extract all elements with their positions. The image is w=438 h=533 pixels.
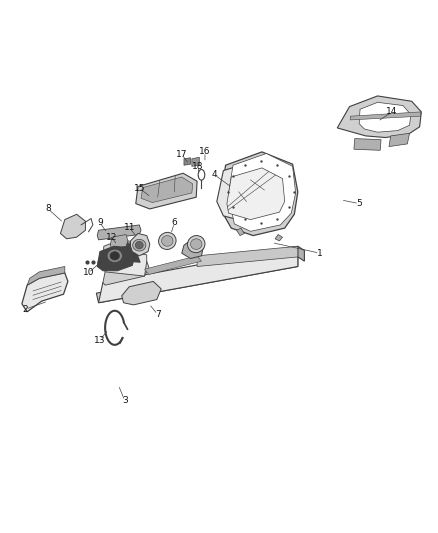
Text: 5: 5 — [356, 199, 362, 208]
Polygon shape — [131, 233, 150, 256]
Ellipse shape — [191, 239, 202, 249]
Polygon shape — [389, 133, 410, 147]
Text: 17: 17 — [176, 150, 187, 159]
Polygon shape — [221, 152, 298, 236]
Polygon shape — [97, 246, 135, 271]
Text: 3: 3 — [122, 397, 128, 405]
Text: 9: 9 — [97, 219, 103, 227]
Text: 7: 7 — [155, 310, 161, 319]
Polygon shape — [99, 246, 298, 303]
Text: 18: 18 — [192, 162, 204, 171]
Polygon shape — [237, 228, 244, 236]
Polygon shape — [350, 112, 420, 120]
Polygon shape — [22, 273, 68, 312]
Polygon shape — [359, 102, 411, 132]
Text: 4: 4 — [212, 171, 217, 179]
Polygon shape — [227, 168, 285, 220]
Polygon shape — [136, 173, 197, 209]
Ellipse shape — [187, 236, 205, 253]
Polygon shape — [298, 246, 304, 261]
Polygon shape — [103, 241, 129, 261]
Polygon shape — [27, 266, 65, 285]
Polygon shape — [197, 246, 298, 266]
Text: 16: 16 — [199, 148, 211, 156]
Text: 11: 11 — [124, 223, 135, 232]
Polygon shape — [96, 257, 298, 303]
Text: 10: 10 — [83, 269, 94, 277]
Polygon shape — [114, 240, 140, 262]
Text: 1: 1 — [317, 249, 323, 257]
Text: 2: 2 — [23, 305, 28, 313]
Text: 15: 15 — [134, 184, 145, 192]
Polygon shape — [110, 235, 128, 249]
Polygon shape — [60, 214, 85, 239]
Text: 12: 12 — [106, 233, 117, 241]
Polygon shape — [337, 96, 421, 138]
Ellipse shape — [135, 241, 143, 249]
Text: 13: 13 — [94, 336, 106, 344]
Polygon shape — [122, 281, 161, 305]
Ellipse shape — [159, 232, 176, 249]
Polygon shape — [103, 261, 149, 285]
Polygon shape — [217, 160, 289, 223]
Ellipse shape — [162, 236, 173, 246]
Ellipse shape — [110, 252, 120, 260]
Ellipse shape — [107, 249, 123, 263]
Ellipse shape — [133, 239, 146, 251]
Polygon shape — [354, 139, 381, 150]
Text: 6: 6 — [171, 219, 177, 227]
Polygon shape — [103, 253, 147, 276]
Polygon shape — [141, 177, 193, 203]
Polygon shape — [229, 154, 296, 231]
Polygon shape — [182, 237, 204, 259]
Polygon shape — [192, 157, 199, 166]
Polygon shape — [275, 235, 283, 241]
Text: 14: 14 — [386, 108, 398, 116]
Polygon shape — [97, 225, 141, 240]
Polygon shape — [145, 256, 201, 274]
Text: 8: 8 — [45, 205, 51, 213]
Polygon shape — [184, 158, 191, 165]
